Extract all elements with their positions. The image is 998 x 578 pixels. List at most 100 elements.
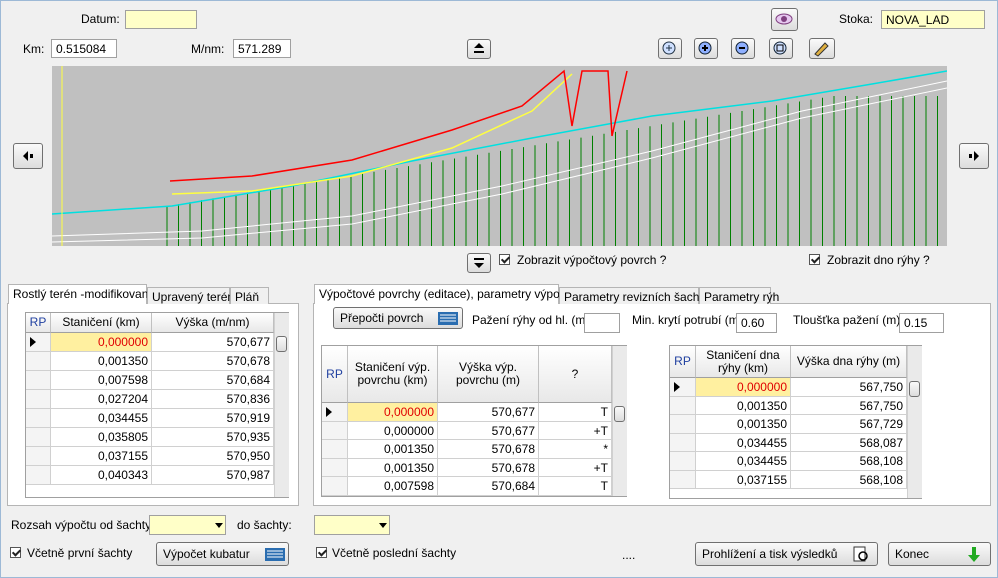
table-cell[interactable]: 0,040343 [51, 466, 152, 485]
row-header[interactable] [26, 428, 51, 447]
table-cell[interactable]: 570,677 [152, 333, 274, 352]
table-cell[interactable]: 0,001350 [348, 440, 438, 459]
row-header[interactable] [670, 415, 696, 434]
table-cell[interactable]: 570,919 [152, 409, 274, 428]
table-cell[interactable]: 570,836 [152, 390, 274, 409]
table-cell[interactable]: 0,007598 [51, 371, 152, 390]
table-cell[interactable]: * [539, 440, 612, 459]
column-header[interactable]: RP [670, 346, 696, 378]
table-cell[interactable]: 0,007598 [348, 477, 438, 496]
print-button[interactable]: Prohlížení a tisk výsledků [695, 542, 878, 566]
table-cell[interactable]: 0,000000 [696, 378, 791, 397]
table-cell[interactable]: 570,677 [438, 403, 539, 422]
table-cell[interactable]: 570,677 [438, 421, 539, 440]
column-header[interactable]: Výška dna rýhy (m) [791, 346, 907, 378]
table-cell[interactable]: T [539, 403, 612, 422]
table-cell[interactable]: +T [539, 421, 612, 440]
column-header[interactable]: RP [322, 346, 348, 403]
table-cell[interactable]: 0,035805 [51, 428, 152, 447]
to-combo[interactable] [314, 515, 390, 535]
table-cell[interactable]: 0,000000 [348, 421, 438, 440]
row-header[interactable] [322, 440, 348, 459]
param-field[interactable]: 0.60 [736, 313, 777, 333]
zoom-in-button[interactable] [694, 38, 718, 59]
zoom-out-button[interactable] [731, 38, 755, 59]
column-header[interactable]: Výška (m/nm) [152, 313, 274, 333]
zoom-fit-button[interactable] [658, 38, 682, 59]
column-header[interactable]: Staničení dna rýhy (km) [696, 346, 791, 378]
column-header[interactable]: ? [539, 346, 612, 403]
checkbox[interactable] [499, 254, 510, 265]
param-field[interactable] [584, 313, 620, 333]
from-combo[interactable] [149, 515, 226, 535]
table-cell[interactable]: 0,034455 [51, 409, 152, 428]
table-cell[interactable]: 568,087 [791, 433, 907, 452]
row-header[interactable] [322, 477, 348, 496]
table-cell[interactable]: 570,950 [152, 447, 274, 466]
table-cell[interactable]: 570,987 [152, 466, 274, 485]
table-cell[interactable]: 0,000000 [51, 333, 152, 352]
left-button[interactable] [13, 143, 43, 169]
tab[interactable]: Upravený terén [147, 287, 234, 304]
table-cell[interactable]: 568,108 [791, 452, 907, 471]
row-header[interactable] [26, 333, 51, 352]
table-cell[interactable]: 0,000000 [348, 403, 438, 422]
column-header[interactable]: RP [26, 313, 51, 333]
view-button[interactable] [771, 8, 798, 31]
km-field[interactable]: 0.515084 [51, 39, 117, 58]
row-header[interactable] [26, 466, 51, 485]
table-cell[interactable]: 567,750 [791, 378, 907, 397]
table-cell[interactable]: 0,001350 [696, 396, 791, 415]
row-header[interactable] [670, 378, 696, 397]
table-cell[interactable]: 0,027204 [51, 390, 152, 409]
down-button[interactable] [467, 253, 491, 273]
table-cell[interactable]: 568,108 [791, 470, 907, 489]
close-button[interactable]: Konec [888, 542, 991, 566]
table-cell[interactable]: 570,935 [152, 428, 274, 447]
tab[interactable]: Parametry revizních šachet [559, 287, 709, 304]
row-header[interactable] [670, 396, 696, 415]
table-cell[interactable]: T [539, 477, 612, 496]
row-header[interactable] [26, 371, 51, 390]
table-cell[interactable]: 567,729 [791, 415, 907, 434]
tab[interactable]: Pláň [230, 287, 269, 304]
table-cell[interactable]: 570,678 [438, 440, 539, 459]
tab[interactable]: Rostlý terén -modifikovaný [8, 284, 154, 304]
tab[interactable]: Výpočtové povrchy (editace), parametry v… [314, 284, 576, 304]
column-header[interactable]: Staničení (km) [51, 313, 152, 333]
scrollbar[interactable] [274, 313, 289, 497]
table-cell[interactable]: 0,001350 [51, 352, 152, 371]
zoom-window-button[interactable] [769, 38, 793, 59]
datum-field[interactable] [125, 10, 197, 29]
volume-button[interactable]: Výpočet kubatur [156, 542, 289, 566]
param-field[interactable]: 0.15 [899, 313, 944, 333]
table-cell[interactable]: 0,001350 [348, 458, 438, 477]
up-button[interactable] [467, 39, 491, 59]
row-header[interactable] [26, 390, 51, 409]
row-header[interactable] [670, 452, 696, 471]
row-header[interactable] [322, 403, 348, 422]
mnm-field[interactable]: 571.289 [233, 39, 291, 58]
table-cell[interactable]: 570,678 [152, 352, 274, 371]
column-header[interactable]: Výška výp. povrchu (m) [438, 346, 539, 403]
row-header[interactable] [26, 409, 51, 428]
row-header[interactable] [26, 352, 51, 371]
table-cell[interactable]: 0,034455 [696, 433, 791, 452]
scroll-thumb[interactable] [614, 406, 625, 422]
tab[interactable]: Parametry rýh [699, 287, 779, 304]
table-cell[interactable]: +T [539, 458, 612, 477]
table-cell[interactable]: 570,678 [438, 458, 539, 477]
scroll-thumb[interactable] [909, 381, 920, 397]
row-header[interactable] [322, 421, 348, 440]
scroll-thumb[interactable] [276, 336, 287, 352]
right-button[interactable] [959, 143, 989, 169]
table-cell[interactable]: 567,750 [791, 396, 907, 415]
recalc-button[interactable]: Přepočti povrch [333, 307, 463, 329]
stoka-field[interactable]: NOVA_LAD [881, 10, 985, 29]
checkbox[interactable] [316, 547, 327, 558]
row-header[interactable] [322, 458, 348, 477]
table-cell[interactable]: 0,037155 [696, 470, 791, 489]
row-header[interactable] [670, 470, 696, 489]
table-cell[interactable]: 0,034455 [696, 452, 791, 471]
scrollbar[interactable] [907, 346, 922, 498]
